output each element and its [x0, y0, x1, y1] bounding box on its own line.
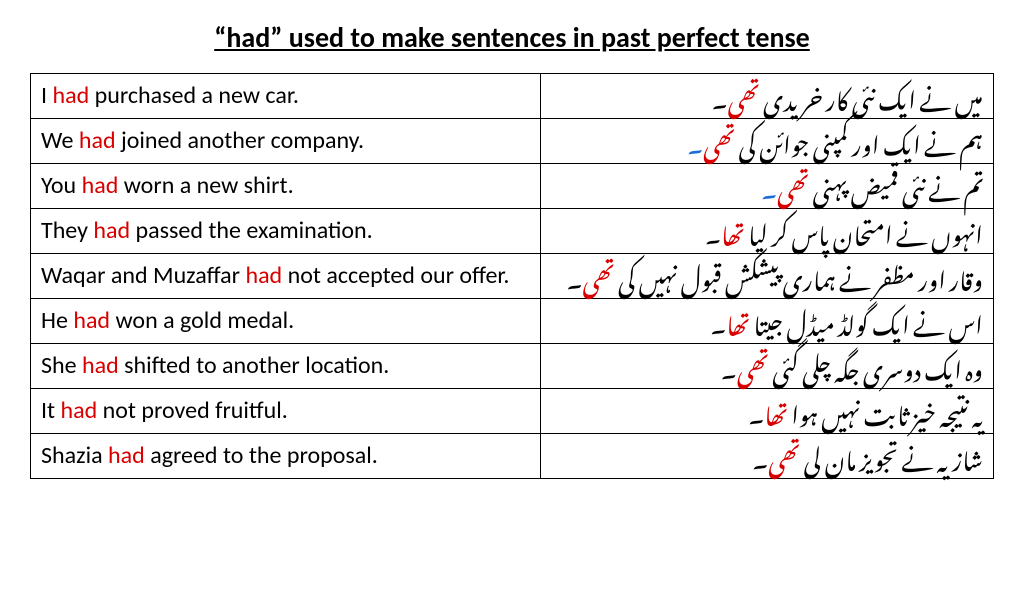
urdu-post: ۔ — [752, 426, 768, 486]
english-cell: Waqar and Muzaffar had not accepted our … — [31, 254, 541, 299]
english-pre: He — [41, 306, 73, 335]
english-highlight: had — [52, 81, 89, 110]
english-post: shifted to another location. — [119, 351, 390, 380]
english-post: purchased a new car. — [89, 81, 299, 110]
urdu-post: ۔ — [567, 246, 583, 306]
english-post: not proved fruitful. — [97, 396, 288, 425]
english-highlight: had — [93, 216, 130, 245]
english-post: agreed to the proposal. — [145, 441, 378, 470]
sentence-table: I had purchased a new car.میں نے ایک نئی… — [30, 73, 994, 479]
english-cell: It had not proved fruitful. — [31, 389, 541, 434]
urdu-highlight: تھی — [583, 246, 615, 306]
english-highlight: had — [108, 441, 145, 470]
english-highlight: had — [79, 126, 116, 155]
english-post: joined another company. — [116, 126, 364, 155]
urdu-cell: شازیہ نے تجویز مان لی تھی۔ — [541, 434, 994, 479]
english-pre: Waqar and Muzaffar — [41, 261, 245, 290]
english-cell: We had joined another company. — [31, 119, 541, 164]
urdu-pre: شازیہ نے تجویز مان لی — [800, 426, 983, 486]
table-row: Shazia had agreed to the proposal.شازیہ … — [31, 434, 994, 479]
english-cell: Shazia had agreed to the proposal. — [31, 434, 541, 479]
english-highlight: had — [82, 171, 119, 200]
english-highlight: had — [245, 261, 282, 290]
english-pre: I — [41, 81, 52, 110]
english-cell: He had won a gold medal. — [31, 299, 541, 344]
english-cell: She had shifted to another location. — [31, 344, 541, 389]
english-post: passed the examination. — [130, 216, 373, 245]
english-highlight: had — [82, 351, 119, 380]
english-pre: They — [41, 216, 93, 245]
english-cell: You had worn a new shirt. — [31, 164, 541, 209]
english-highlight: had — [73, 306, 110, 335]
urdu-post: ۔ — [721, 336, 737, 396]
english-post: not accepted our offer. — [282, 261, 509, 290]
english-post: won a gold medal. — [110, 306, 294, 335]
urdu-highlight: تھی — [703, 111, 735, 171]
english-pre: You — [41, 171, 82, 200]
english-pre: Shazia — [41, 441, 108, 470]
english-pre: She — [41, 351, 82, 380]
english-cell: They had passed the examination. — [31, 209, 541, 254]
urdu-highlight: تھی — [768, 426, 800, 486]
english-pre: We — [41, 126, 79, 155]
english-cell: I had purchased a new car. — [31, 74, 541, 119]
page-title: “had” used to make sentences in past per… — [30, 20, 994, 55]
english-pre: It — [41, 396, 61, 425]
english-highlight: had — [61, 396, 98, 425]
english-post: worn a new shirt. — [118, 171, 293, 200]
urdu-post: ۔ — [687, 111, 703, 171]
